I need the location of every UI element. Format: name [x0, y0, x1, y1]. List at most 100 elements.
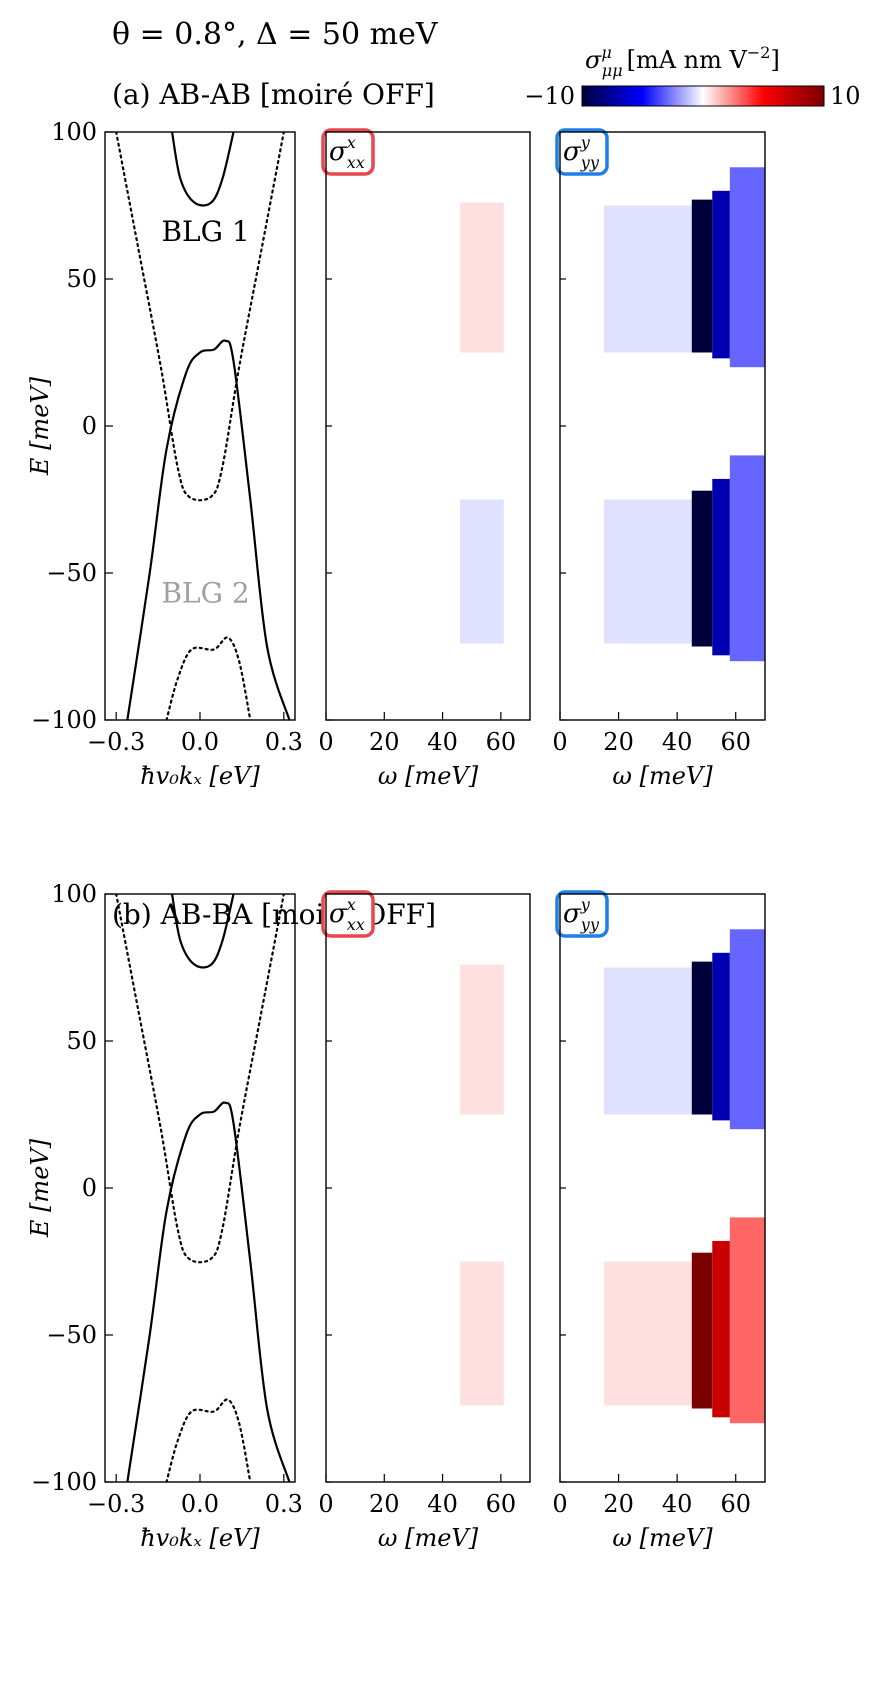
omega-xtick-label: 60 [720, 1490, 751, 1518]
ytick-label: −50 [46, 1321, 97, 1349]
colorbar-label-sub: μμ [602, 61, 623, 80]
omega-xtick-label: 40 [427, 728, 458, 756]
band-line-solid-1 [170, 894, 235, 969]
ytick-label: 50 [66, 265, 97, 293]
omega-xlabel: ω [meV] [612, 1524, 713, 1552]
heatmap-cell [603, 205, 692, 353]
band-xtick-label: −0.3 [87, 1490, 145, 1518]
band-xtick-label: 0.3 [265, 1490, 303, 1518]
axes-frame [325, 893, 531, 1483]
heatmap-cell [729, 929, 765, 1130]
panel-a-title: (a) AB-AB [moiré OFF] [112, 78, 435, 111]
heatmap-cell [460, 499, 504, 644]
heatmap-cell [691, 1252, 713, 1409]
component-label-box [555, 128, 609, 176]
axes-frame [104, 893, 296, 1483]
panel-b-sxx: 0 20 40 60ω [meV] σx xx [318, 890, 531, 1552]
heatmap-cell [460, 202, 504, 353]
component-label-box [321, 890, 375, 938]
heatmap-cell [603, 1261, 692, 1406]
band-line-dotted-2 [115, 132, 285, 502]
heatmap-cell [460, 1261, 504, 1406]
heatmap-cell [603, 499, 692, 644]
heatmap-cell [691, 199, 713, 353]
omega-xtick-label: 20 [603, 1490, 634, 1518]
component-label: σy yy [563, 133, 600, 172]
panel-b-title: (b) AB-BA [moiré OFF] [112, 898, 436, 931]
ytick-label: −50 [46, 559, 97, 587]
component-label: σx xx [329, 133, 365, 172]
omega-xtick-label: 60 [486, 728, 517, 756]
component-label-symbol: σ [563, 899, 582, 929]
band-label-blg2: BLG 2 [161, 576, 249, 609]
colorbar-label-units: [mA nm V [627, 46, 748, 74]
colorbar [581, 85, 825, 107]
component-label-sub: yy [580, 915, 600, 934]
axes-frame [104, 131, 296, 721]
axes-frame [325, 131, 531, 721]
band-xtick-label: −0.3 [87, 728, 145, 756]
heatmap-cell [712, 952, 730, 1121]
heatmap-cell [603, 967, 692, 1115]
component-label-sub: yy [580, 153, 600, 172]
component-label-symbol: σ [329, 899, 348, 929]
omega-xtick-label: 60 [720, 728, 751, 756]
ytick-label: 100 [51, 880, 97, 908]
heatmap-cell [691, 490, 713, 647]
component-label-symbol: σ [329, 137, 348, 167]
heatmap-cell [691, 961, 713, 1115]
component-label: σy yy [563, 895, 600, 934]
band-line-dotted-2 [115, 894, 285, 1264]
panel-a-sxx: 0 20 40 60ω [meV] σx xx [318, 128, 531, 790]
panel-b-syy: 0 20 40 60ω [meV] σy yy [552, 890, 766, 1552]
band-line-solid-1 [170, 132, 235, 207]
ytick-label: 50 [66, 1027, 97, 1055]
component-label-box [321, 128, 375, 176]
ylabel: E [meV] [26, 376, 54, 476]
band-line-solid-0 [126, 1101, 291, 1482]
component-label-sup: y [580, 133, 591, 152]
figure-header: θ = 0.8°, Δ = 50 meV [112, 17, 439, 52]
omega-xtick-label: 0 [552, 1490, 567, 1518]
band-xtick-label: 0.0 [181, 1490, 219, 1518]
colorbar-label-units-sup: −2 [747, 43, 771, 62]
ytick-label: 100 [51, 118, 97, 146]
band-xtick-label: 0.3 [265, 728, 303, 756]
colorbar-label-sup: μ [601, 43, 611, 62]
component-label-sup: x [347, 133, 356, 152]
omega-xtick-label: 0 [318, 728, 333, 756]
heatmap-cell [712, 478, 730, 656]
heatmap-cell [460, 964, 504, 1115]
component-label-box [555, 890, 609, 938]
heatmap-cell [729, 455, 765, 662]
band-line-dotted-3 [165, 1398, 252, 1482]
omega-xtick-label: 0 [552, 728, 567, 756]
ytick-label: −100 [31, 1468, 97, 1496]
omega-xtick-label: 40 [662, 728, 693, 756]
colorbar-max-label: 10 [830, 82, 861, 110]
ytick-label: 0 [82, 412, 97, 440]
axes-frame [559, 893, 766, 1483]
omega-xtick-label: 40 [662, 1490, 693, 1518]
band-xlabel: ħv₀kₓ [eV] [140, 762, 260, 790]
omega-xtick-label: 0 [318, 1490, 333, 1518]
colorbar-min-label: −10 [524, 82, 575, 110]
omega-xlabel: ω [meV] [378, 762, 479, 790]
component-label-sub: xx [347, 153, 365, 172]
colorbar-label-units-close: ] [770, 46, 779, 74]
omega-xtick-label: 20 [369, 728, 400, 756]
colorbar-label: σμ μμ [mA nm V−2] [585, 43, 780, 80]
omega-xlabel: ω [meV] [378, 1524, 479, 1552]
component-label-sup: y [580, 895, 591, 914]
ytick-label: −100 [31, 706, 97, 734]
heatmap-cell [712, 190, 730, 359]
omega-xtick-label: 20 [369, 1490, 400, 1518]
omega-xlabel: ω [meV] [612, 762, 713, 790]
band-line-solid-0 [126, 339, 291, 720]
colorbar-label-symbol: σ [585, 46, 602, 74]
band-label-blg1: BLG 1 [161, 215, 249, 248]
